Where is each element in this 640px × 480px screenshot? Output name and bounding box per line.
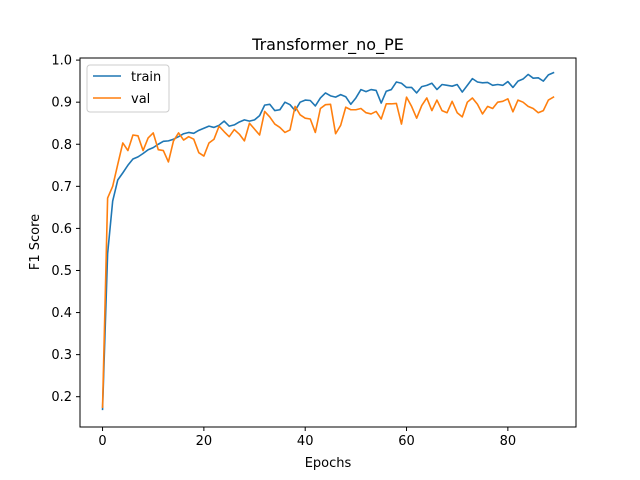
y-tick-label: 0.6 bbox=[51, 222, 72, 237]
y-tick-label: 0.3 bbox=[51, 348, 72, 363]
series-layer bbox=[101, 71, 555, 411]
y-tick-label: 0.8 bbox=[51, 138, 72, 153]
x-axis-label: Epochs bbox=[305, 456, 352, 471]
y-tick-label: 0.7 bbox=[51, 180, 72, 195]
y-tick-label: 0.5 bbox=[51, 264, 72, 279]
x-tick-label: 40 bbox=[297, 434, 314, 449]
x-tick-label: 80 bbox=[500, 434, 517, 449]
series-line-val bbox=[101, 96, 555, 409]
legend-label-val: val bbox=[131, 92, 150, 107]
legend-label-train: train bbox=[131, 70, 161, 85]
x-tick-label: 60 bbox=[398, 434, 415, 449]
y-tick-label: 0.9 bbox=[51, 96, 72, 111]
plot-frame bbox=[79, 57, 577, 428]
series-line-train bbox=[101, 71, 555, 411]
ticks-layer: 0 20 40 60 80 0.2 0.3 0.4 0.5 0.6 0.7 0.8 0.9 1.0 bbox=[51, 54, 516, 449]
y-tick-label: 0.2 bbox=[51, 390, 72, 405]
y-tick-label: 0.4 bbox=[51, 306, 72, 321]
x-tick-label: 20 bbox=[196, 434, 213, 449]
chart-title: Transformer_no_PE bbox=[251, 35, 404, 55]
y-tick-label: 1.0 bbox=[51, 54, 72, 69]
legend: train val bbox=[86, 64, 170, 113]
y-axis-label: F1 Score bbox=[28, 214, 43, 270]
x-tick-label: 0 bbox=[98, 434, 106, 449]
